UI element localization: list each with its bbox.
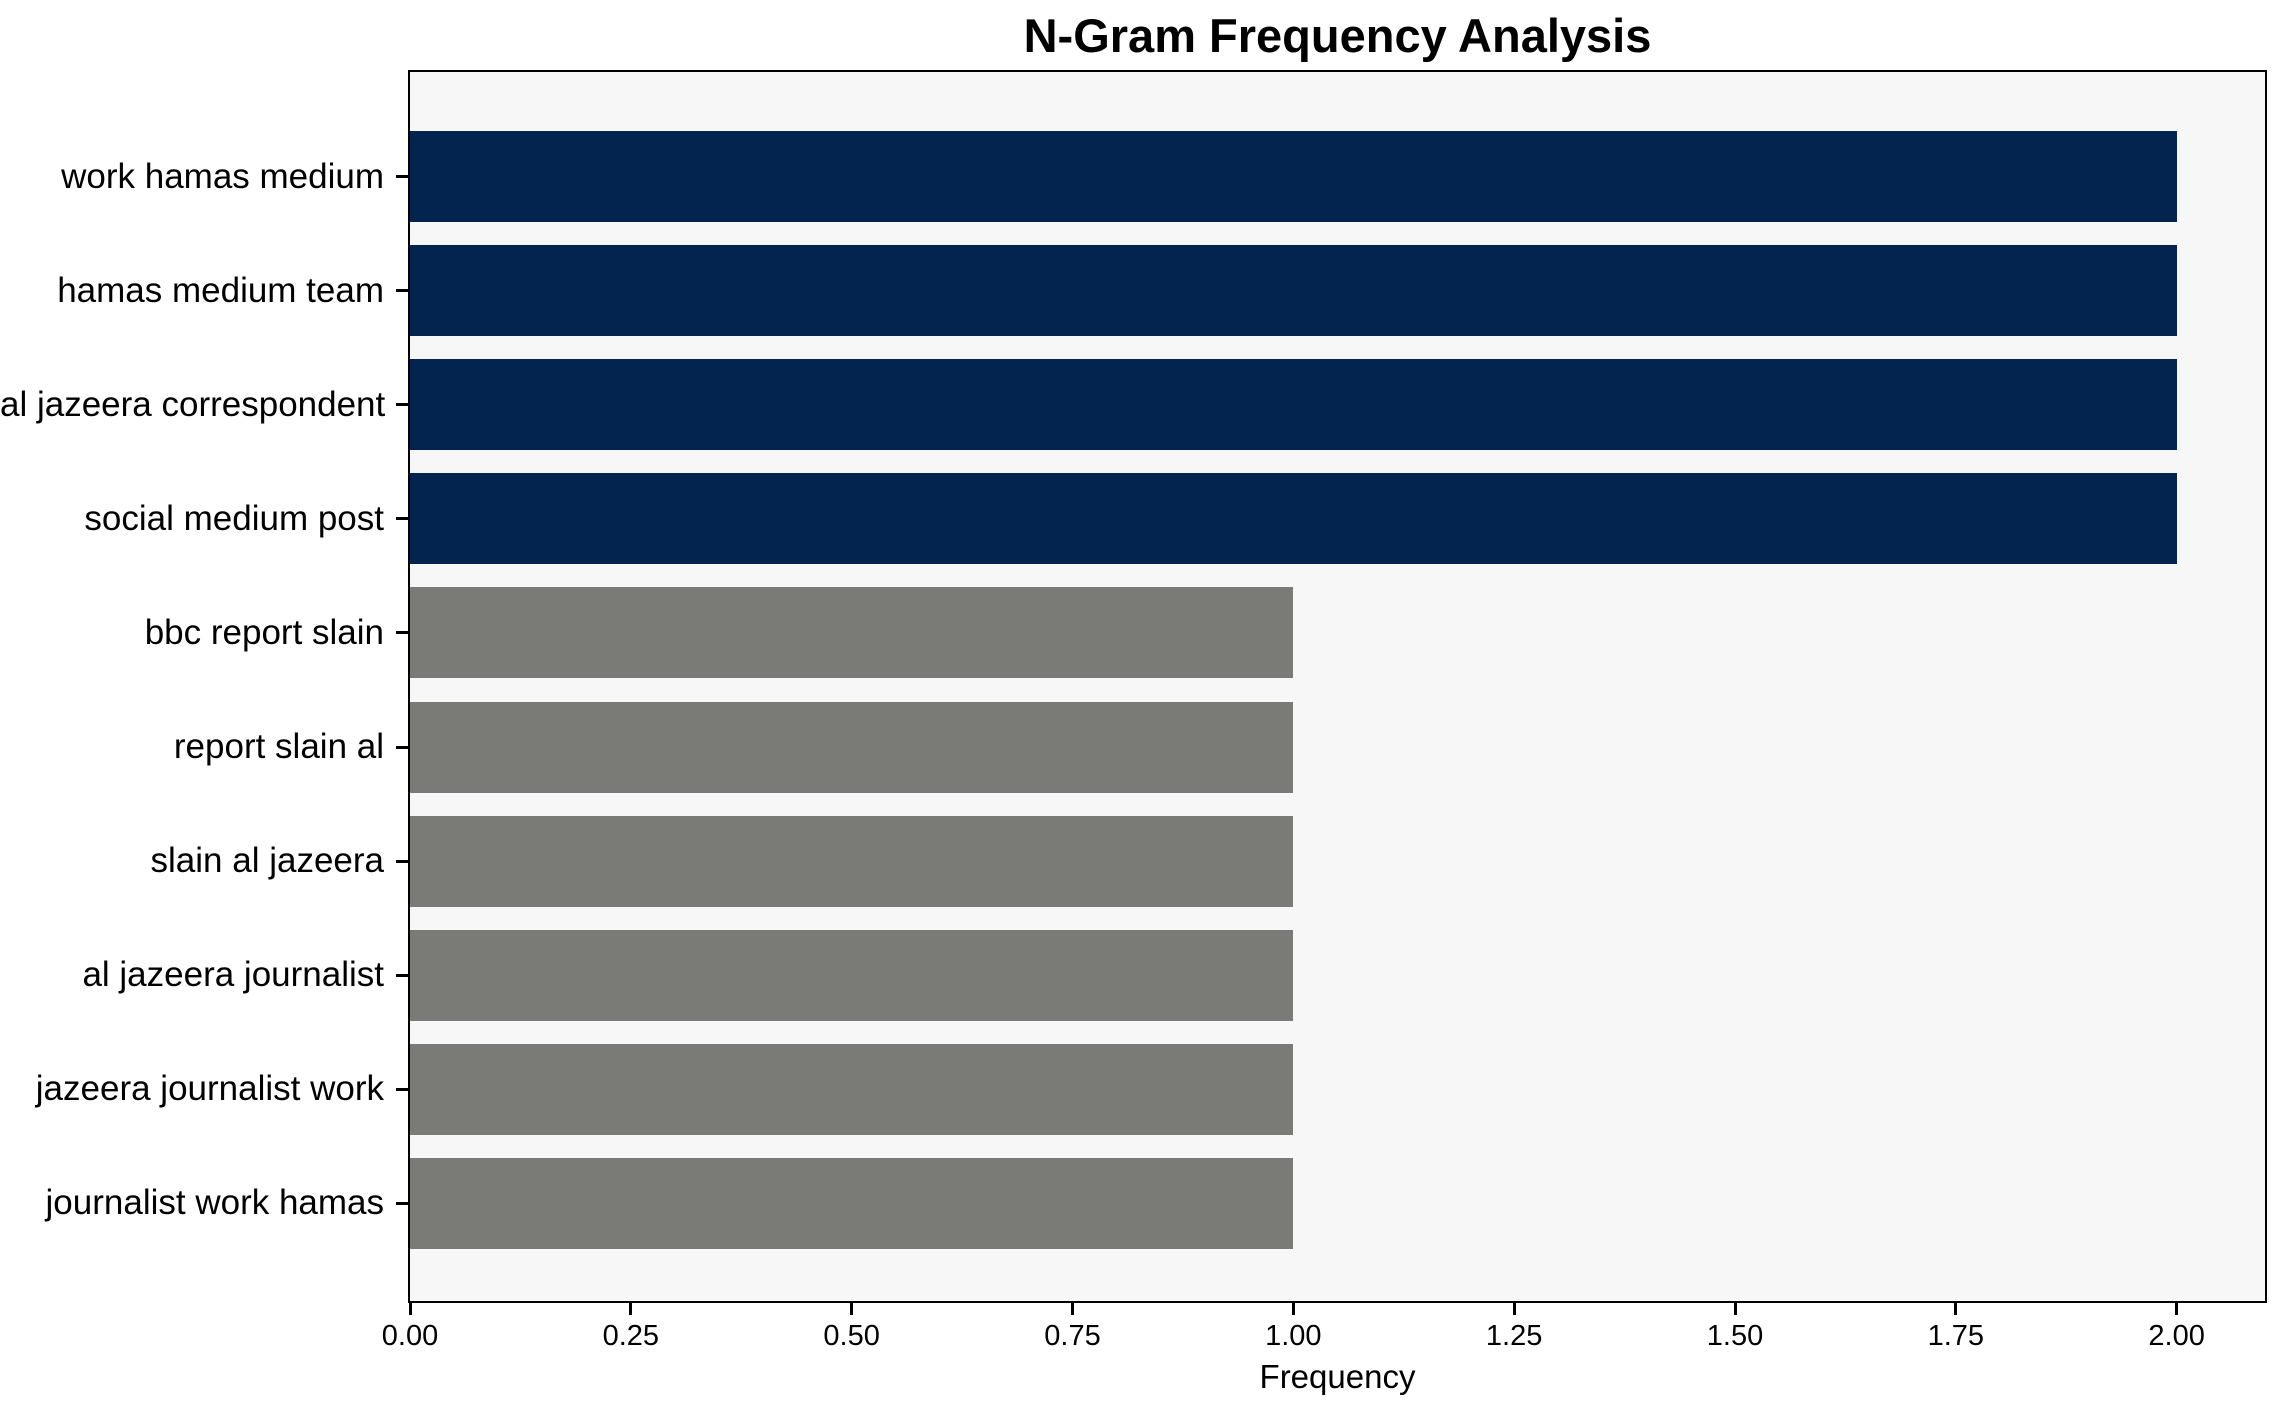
x-tick-mark [850, 1303, 854, 1315]
chart-title: N-Gram Frequency Analysis [1023, 9, 1652, 62]
x-tick-label: 1.50 [1706, 1320, 1764, 1352]
y-tick-mark [396, 859, 408, 863]
x-tick-label: 1.00 [1265, 1320, 1322, 1352]
bar [410, 245, 2177, 337]
bar [410, 701, 1294, 793]
bar [410, 131, 2177, 222]
x-tick-label: 1.25 [1485, 1320, 1543, 1352]
x-tick-label: 0.25 [602, 1320, 660, 1352]
bar [410, 473, 2177, 565]
y-tick-label: report slain al [173, 727, 384, 766]
y-tick-label: work hamas medium [61, 156, 384, 196]
y-tick-mark [396, 631, 408, 635]
x-tick-mark [1954, 1303, 1958, 1315]
bar [410, 1157, 1294, 1249]
x-tick-mark [1733, 1303, 1737, 1315]
plot-area [408, 70, 2267, 1303]
x-tick-mark [408, 1303, 412, 1315]
y-tick-mark [396, 517, 408, 521]
x-axis-label: Frequency [1259, 1358, 1416, 1395]
y-tick-label: slain al jazeera [150, 841, 384, 881]
x-tick-label: 1.75 [1927, 1320, 1985, 1352]
bar [410, 587, 1294, 679]
y-tick-mark [396, 289, 408, 293]
y-tick-label: jazeera journalist work [35, 1069, 384, 1109]
x-tick-label: 0.50 [823, 1320, 880, 1352]
x-tick-mark [1291, 1303, 1295, 1315]
bar [410, 359, 2177, 451]
bar [410, 815, 1294, 907]
x-tick-mark [1071, 1303, 1074, 1315]
y-tick-label: al jazeera correspondent [0, 384, 386, 424]
bar [410, 929, 1294, 1021]
y-tick-mark [396, 1201, 408, 1205]
x-tick-mark [2175, 1303, 2179, 1315]
y-tick-mark [396, 403, 408, 407]
x-tick-mark [629, 1303, 633, 1315]
bar [410, 1043, 1294, 1135]
y-tick-label: hamas medium team [57, 270, 384, 310]
x-tick-label: 2.00 [2148, 1320, 2205, 1352]
x-tick-label: 0.00 [381, 1320, 439, 1352]
x-tick-mark [1512, 1303, 1516, 1315]
y-tick-mark [396, 1087, 408, 1091]
y-tick-label: al jazeera journalist [82, 955, 384, 995]
y-tick-mark [396, 973, 408, 977]
y-tick-mark [396, 745, 408, 749]
x-tick-label: 0.75 [1044, 1320, 1101, 1352]
y-tick-label: bbc report slain [144, 612, 384, 652]
y-tick-mark [396, 175, 408, 178]
y-tick-label: journalist work hamas [45, 1183, 384, 1223]
y-tick-label: social medium post [84, 498, 384, 538]
